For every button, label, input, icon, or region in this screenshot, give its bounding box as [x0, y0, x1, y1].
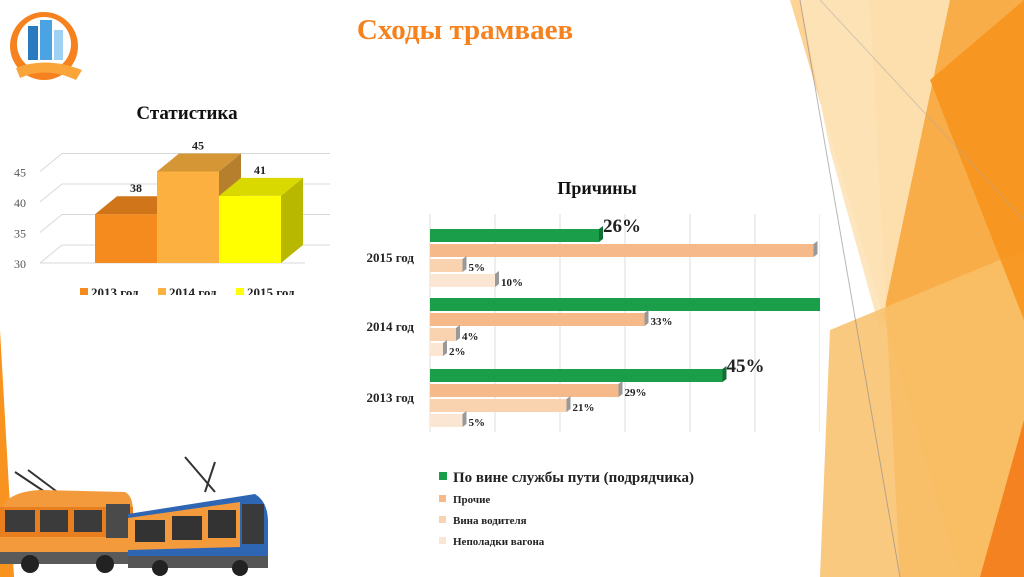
- bar: [430, 298, 820, 311]
- bar: [95, 214, 157, 263]
- y-tick-label: 40: [14, 196, 26, 210]
- data-label: 59%: [820, 247, 821, 259]
- bar-side: [281, 177, 303, 263]
- data-label: 41: [254, 163, 266, 177]
- data-label: 2%: [449, 346, 466, 358]
- data-label: 45: [192, 139, 204, 153]
- bar: [430, 274, 495, 287]
- y-tick-label: 45: [14, 166, 26, 180]
- bar: [430, 369, 723, 382]
- legend-label: Прочие: [453, 494, 490, 506]
- bg-shape: [800, 0, 950, 330]
- category-label: 2013 год: [366, 390, 414, 405]
- legend-label: 2014 год: [169, 285, 217, 295]
- bar-end: [599, 226, 603, 242]
- tram-illustration: [0, 456, 268, 576]
- legend-label: Вина водителя: [453, 515, 527, 527]
- category-label: 2014 год: [366, 319, 414, 334]
- chart-title: Причины: [557, 178, 636, 198]
- bar: [157, 171, 219, 263]
- legend-swatch: [80, 288, 88, 295]
- chart-title: Статистика: [136, 103, 238, 124]
- bar: [219, 195, 281, 263]
- data-label: 4%: [462, 331, 479, 343]
- legend-swatch: [439, 516, 446, 523]
- y-tick-label: 30: [14, 257, 26, 271]
- legend-swatch: [439, 495, 446, 502]
- page-title: Сходы трамваев: [356, 14, 574, 46]
- legend-label: 2013 год: [91, 285, 139, 295]
- bg-line: [819, 0, 1024, 221]
- bar: [430, 259, 463, 272]
- legend-swatch: [158, 288, 166, 295]
- bar-end: [722, 366, 727, 382]
- statistics-chart: Статистика 30 35 40 45 38 45 41 2013 год 2014 …: [14, 103, 330, 295]
- data-label: 45%: [727, 356, 765, 377]
- bar: [430, 384, 619, 397]
- bar-end: [443, 340, 447, 356]
- data-label: 10%: [501, 277, 523, 289]
- data-label: 21%: [573, 402, 595, 414]
- legend-label: По вине службы пути (подрядчика): [453, 470, 694, 486]
- legend-label: Неполадки вагона: [453, 536, 545, 548]
- data-label: 29%: [625, 387, 647, 399]
- bar: [430, 244, 814, 257]
- bar: [430, 229, 599, 242]
- logo-icon: [10, 12, 82, 80]
- bar-end: [813, 241, 818, 257]
- grid-line: [39, 153, 63, 172]
- data-label: 33%: [651, 316, 673, 328]
- bar-top: [157, 153, 241, 172]
- bar-end: [456, 325, 460, 341]
- bg-shape: [820, 250, 1024, 577]
- legend-swatch: [439, 537, 446, 544]
- bar: [430, 313, 645, 326]
- bar-end: [462, 411, 467, 427]
- bg-shape: [980, 420, 1024, 577]
- legend-swatch: [236, 288, 244, 295]
- data-label: 5%: [469, 417, 486, 429]
- bg-shape: [930, 0, 1024, 320]
- data-label: 38: [130, 181, 142, 195]
- grid-line: [39, 214, 63, 233]
- legend-label: 2015 год: [247, 285, 295, 295]
- bar: [430, 399, 567, 412]
- bar: [430, 328, 456, 341]
- grid-line: [39, 244, 63, 264]
- bar-top: [219, 177, 303, 196]
- legend-swatch: [439, 472, 447, 480]
- data-label: 26%: [603, 216, 641, 237]
- bar-end: [495, 271, 499, 287]
- bar-end: [566, 396, 571, 412]
- bar-end: [644, 310, 649, 326]
- bar: [430, 414, 463, 427]
- bar: [430, 343, 443, 356]
- data-label: 5%: [469, 262, 486, 274]
- bar-end: [618, 381, 623, 397]
- grid-line: [39, 183, 63, 203]
- reasons-chart: Причины 2015 год 2014 год 2013 год 26% 59% 5…: [366, 178, 821, 548]
- category-label: 2015 год: [366, 250, 414, 265]
- bar-end: [462, 256, 467, 272]
- bg-line: [799, 0, 901, 577]
- y-tick-label: 35: [14, 227, 26, 241]
